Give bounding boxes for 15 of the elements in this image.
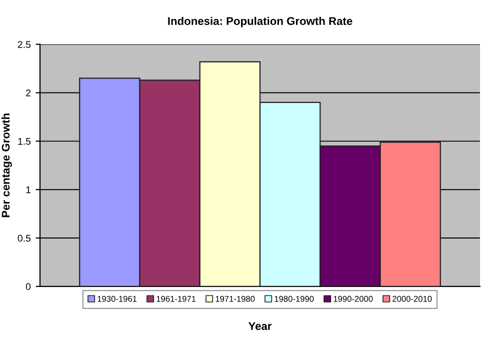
y-axis-title: Per centage Growth (1, 114, 12, 218)
legend-label: 1930-1961 (98, 296, 137, 302)
legend-label: 1980-1990 (274, 296, 314, 302)
x-axis-title: Year (248, 322, 272, 330)
y-tick-label: 2.5 (18, 41, 31, 48)
y-tick-label: 1.5 (18, 138, 31, 145)
legend-label: 1990-2000 (334, 296, 373, 302)
legend-label: 1971-1980 (216, 296, 255, 302)
y-tick-label: 2 (26, 89, 30, 96)
legend-label: 1961-1971 (156, 296, 196, 302)
legend-label: 2000-2010 (392, 296, 432, 302)
y-tick-label: 1 (26, 186, 30, 194)
y-tick-label: 0 (26, 283, 31, 290)
y-tick-label: 0.5 (18, 234, 31, 242)
chart-title: Indonesia: Population Growth Rate (168, 16, 352, 28)
